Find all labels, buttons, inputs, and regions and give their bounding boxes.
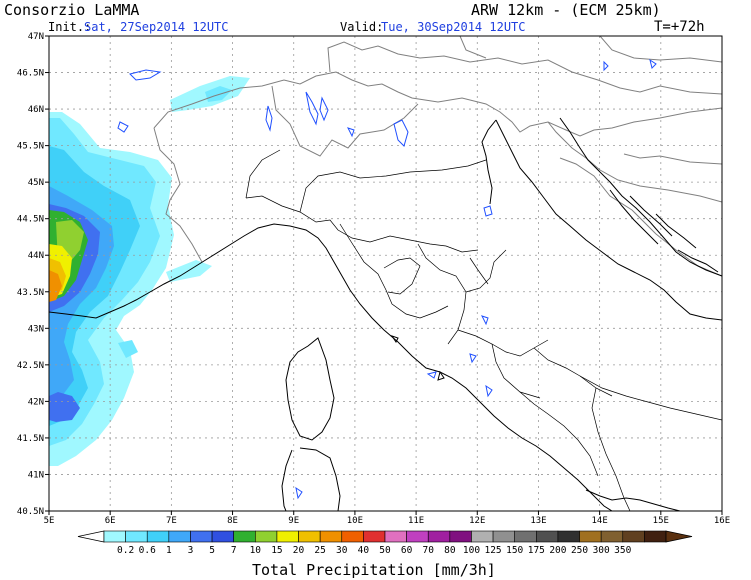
- lat-tick-label: 43.5N: [17, 288, 44, 298]
- colorbar-tick-label: 30: [336, 545, 348, 556]
- colorbar-tick-label: 70: [423, 545, 435, 556]
- colorbar-swatch: [406, 530, 429, 543]
- colorbar-swatch: [449, 530, 472, 543]
- colorbar-tick-label: 175: [528, 545, 545, 556]
- colorbar-swatch: [341, 530, 364, 543]
- lat-tick-label: 47N: [28, 32, 44, 42]
- lon-tick-label: 5E: [44, 516, 55, 526]
- map-panel: 47N 46.5N 46N 45.5N 45N 44.5N 44N 43.5N 43N 42.5N…: [17, 32, 730, 526]
- colorbar-tick-label: 60: [401, 545, 413, 556]
- colorbar-swatch: [168, 530, 191, 543]
- colorbar-tick-label: 25: [314, 545, 325, 556]
- lat-lon-grid: [45, 35, 723, 515]
- colorbar-tick-label: 20: [293, 545, 305, 556]
- colorbar-tick-label: 300: [593, 545, 610, 556]
- lon-tick-label: 7E: [166, 516, 177, 526]
- colorbar-swatch: [103, 530, 126, 543]
- colorbar-swatch: [125, 530, 148, 543]
- colorbar-tick-label: 0.6: [139, 545, 156, 556]
- colorbar-labels: 0.2 0.6 1 3 5 7 10 15 20 25 30 40 50 60 70 80 100 125 150 1…: [117, 545, 632, 556]
- precipitation-field: [49, 76, 250, 466]
- lat-tick-label: 41.5N: [17, 434, 44, 444]
- map-frame: [48, 35, 723, 512]
- lat-tick-label: 42N: [28, 397, 44, 407]
- lon-tick-label: 6E: [105, 516, 116, 526]
- colorbar-tick-label: 80: [444, 545, 456, 556]
- colorbar-under-arrow: [77, 530, 105, 543]
- lat-tick-label: 41N: [28, 470, 44, 480]
- lat-tick-label: 44N: [28, 251, 44, 261]
- lat-tick-label: 42.5N: [17, 361, 44, 371]
- lon-tick-label: 16E: [714, 516, 730, 526]
- colorbar-swatch: [146, 530, 170, 543]
- country-borders: [153, 36, 722, 277]
- colorbar-tick-label: 40: [358, 545, 370, 556]
- lat-tick-label: 44.5N: [17, 215, 44, 225]
- valid-value: Tue, 30Sep2014 12UTC: [381, 20, 526, 34]
- colorbar-swatch: [319, 530, 343, 543]
- model-title: ARW 12km - (ECM 25km): [471, 1, 661, 19]
- colorbar-swatch: [276, 530, 299, 543]
- colorbar-swatch: [557, 530, 580, 543]
- init-value: Sat, 27Sep2014 12UTC: [84, 20, 229, 34]
- lat-tick-label: 45N: [28, 178, 44, 188]
- lon-tick-label: 14E: [592, 516, 608, 526]
- colorbar-tick-label: 125: [484, 545, 501, 556]
- colorbar-tick-label: 15: [271, 545, 282, 556]
- lead-time: T=+72h: [654, 19, 705, 35]
- lat-tick-label: 46N: [28, 105, 44, 115]
- lon-tick-label: 12E: [469, 516, 485, 526]
- lon-tick-label: 11E: [408, 516, 424, 526]
- colorbar-swatch: [471, 530, 494, 543]
- lat-tick-label: 43N: [28, 324, 44, 334]
- longitude-labels: 5E 6E 7E 8E 9E 10E 11E 12E 13E 14E 15E 16E: [44, 516, 731, 526]
- colorbar-tick-label: 7: [231, 545, 237, 556]
- colorbar-tick-label: 3: [188, 545, 194, 556]
- colorbar-tick-label: 10: [250, 545, 262, 556]
- colorbar-swatch: [427, 530, 451, 543]
- lon-tick-label: 15E: [653, 516, 669, 526]
- colorbar-swatch: [384, 530, 407, 543]
- colorbar-title: Total Precipitation [mm/3h]: [252, 561, 496, 579]
- lat-tick-label: 46.5N: [17, 69, 44, 79]
- lat-tick-label: 40.5N: [17, 507, 44, 517]
- colorbar-swatch: [298, 530, 321, 543]
- colorbar-swatch: [622, 530, 645, 543]
- latitude-labels: 47N 46.5N 46N 45.5N 45N 44.5N 44N 43.5N 43N 42.5N…: [17, 32, 44, 517]
- colorbar-swatch: [363, 530, 386, 543]
- colorbar-over-arrow: [665, 530, 693, 543]
- lon-tick-label: 13E: [530, 516, 546, 526]
- colorbar-tick-label: 250: [571, 545, 588, 556]
- colorbar-tick-label: 5: [209, 545, 215, 556]
- colorbar-tick-label: 0.2: [117, 545, 134, 556]
- lakes: [117, 58, 657, 500]
- lon-tick-label: 10E: [347, 516, 363, 526]
- colorbar-swatch: [255, 530, 278, 543]
- colorbar-swatch: [579, 530, 602, 543]
- colorbar-swatch: [514, 530, 537, 543]
- colorbar-tick-label: 100: [463, 545, 480, 556]
- colorbar-tick-label: 150: [506, 545, 523, 556]
- colorbar-tick-label: 50: [379, 545, 391, 556]
- lon-tick-label: 9E: [288, 516, 299, 526]
- colorbar-swatch: [190, 530, 213, 543]
- colorbar-tick-label: 1: [166, 545, 172, 556]
- init-label: Init.:: [48, 20, 91, 34]
- valid-label: Valid:: [340, 20, 383, 34]
- colorbar-swatch: [211, 530, 234, 543]
- colorbar-tick-label: 200: [549, 545, 566, 556]
- org-title: Consorzio LaMMA: [4, 1, 139, 19]
- colorbar-tick-label: 350: [614, 545, 631, 556]
- precipitation-colorbar: [77, 530, 693, 543]
- colorbar-swatch: [536, 530, 559, 543]
- lat-tick-label: 45.5N: [17, 142, 44, 152]
- colorbar-swatch: [600, 530, 624, 543]
- lon-tick-label: 8E: [227, 516, 238, 526]
- coastlines: [49, 117, 722, 511]
- colorbar-swatch: [492, 530, 515, 543]
- colorbar-swatch: [644, 530, 667, 543]
- colorbar-swatch: [233, 530, 256, 543]
